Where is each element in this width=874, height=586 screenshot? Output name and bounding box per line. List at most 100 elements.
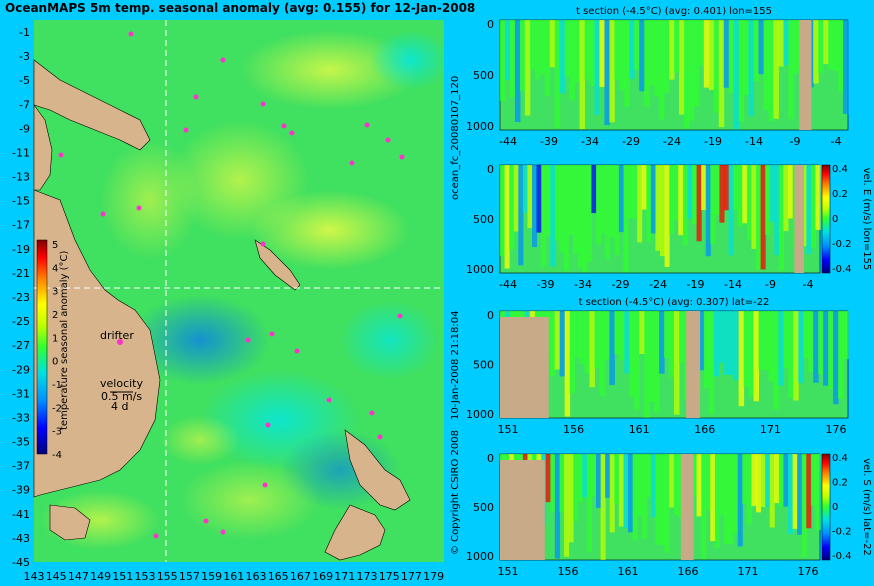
section-stripe — [713, 311, 720, 377]
velocity-value: 0.5 m/s — [101, 390, 142, 403]
map-lat-tick-label: -19 — [12, 243, 30, 256]
section-stripe — [738, 20, 745, 122]
section-stripe — [753, 311, 760, 402]
section-stripe — [669, 165, 675, 234]
map-lat-tick-label: -13 — [12, 171, 30, 184]
section-stripe — [541, 165, 547, 267]
section-mask — [500, 460, 545, 560]
section-x-tick-label: -39 — [537, 278, 555, 291]
section-stripe — [778, 454, 784, 508]
section-panel: 0 500 1000 151 156 161 166 171 176 0.4 0.2 0 -0.2 -0.… — [466, 452, 872, 578]
section-stripe — [678, 20, 685, 115]
section-stripe — [650, 165, 656, 234]
map-lat-tick-label: -11 — [12, 146, 30, 159]
section-stripe — [568, 165, 574, 236]
section-stripe — [568, 454, 574, 543]
section-stripe — [698, 20, 705, 66]
map-lon-tick-label: 157 — [179, 570, 200, 583]
section-stripe — [728, 20, 735, 94]
section-x-tick-label: 151 — [498, 565, 519, 578]
map-lon-tick-label: 165 — [268, 570, 289, 583]
section-mask — [500, 317, 549, 418]
section-stripe — [801, 454, 807, 558]
section-stripe — [599, 20, 605, 88]
map-lat-ticks: -1 -3 -5 -7 -9 -11 -13 -15 -17 -19 -21 -23 -25 -27 -29… — [12, 26, 30, 569]
section-stripe — [545, 165, 551, 236]
section-stripe — [539, 20, 546, 75]
section-stripe — [810, 165, 816, 248]
section-y-tick-label: 1000 — [466, 120, 494, 133]
section-y-tick-label: 1000 — [466, 550, 494, 563]
section-panel: t section (-4.5°C) (avg: 0.307) lat=-22 0… — [466, 297, 849, 436]
section-stripe — [703, 311, 710, 388]
section-colorbar-tick: -0.2 — [832, 239, 852, 250]
section-stripe — [746, 454, 752, 525]
section-stripe — [619, 20, 625, 91]
section-stripe — [843, 311, 849, 360]
section-stripe — [828, 311, 834, 390]
section-stripe — [637, 165, 643, 243]
section-stripe — [798, 311, 804, 383]
map-lat-tick-label: -43 — [12, 532, 30, 545]
map-lon-ticks: 143 145 147 149 151 153 155 157 159 161 163 165 167 1… — [24, 570, 445, 583]
section-colorbar-tick: 0.4 — [832, 453, 848, 464]
section-x-tick-label: -44 — [499, 135, 517, 148]
section-stripe — [728, 311, 735, 375]
section-stripe — [632, 165, 638, 220]
map-lon-tick-label: 175 — [379, 570, 400, 583]
section-stripe — [724, 165, 730, 211]
section-stripe — [801, 165, 807, 247]
section-colorbar-tick: 0 — [832, 502, 838, 513]
section-stripe — [669, 311, 675, 378]
section-stripe — [504, 165, 510, 269]
section-mask — [794, 165, 804, 273]
section-stripe — [609, 311, 615, 386]
section-stripe — [584, 311, 590, 374]
section-stripe — [719, 454, 725, 516]
section-stripe — [660, 454, 666, 546]
section-colorbar-tick: 0.2 — [832, 189, 848, 200]
section-stripe — [674, 20, 680, 73]
section-stripe — [760, 165, 766, 270]
section-stripe — [746, 165, 752, 241]
section-colorbar-label: vel. S (m/s) lat=-22 — [861, 458, 872, 556]
section-stripe — [763, 20, 769, 111]
section-x-tick-label: -14 — [745, 135, 763, 148]
section-stripe — [737, 454, 743, 547]
section-stripe — [509, 20, 516, 98]
section-stripe — [733, 311, 740, 381]
section-stripe — [823, 311, 829, 386]
section-stripe — [527, 165, 533, 228]
section-stripe — [564, 311, 571, 417]
map-lat-tick-label: -1 — [19, 26, 30, 39]
section-stripe — [803, 311, 809, 359]
section-stripe — [545, 454, 551, 503]
section-x-tick-label: -19 — [704, 135, 722, 148]
run-id-text: ocean_fc_20080107_120 — [450, 76, 461, 200]
map-lat-tick-label: -25 — [12, 315, 30, 328]
section-stripe — [549, 311, 556, 376]
section-mask — [686, 311, 701, 418]
velocity-days: 4 d — [111, 400, 128, 413]
map-lat-tick-label: -9 — [19, 122, 30, 135]
section-stripe — [577, 454, 583, 503]
section-stripe — [710, 454, 716, 542]
section-stripe — [778, 311, 784, 386]
section-stripe — [659, 311, 665, 374]
section-stripe — [646, 454, 652, 498]
section-stripe — [783, 165, 789, 232]
section-stripe — [788, 454, 794, 534]
section-stripe — [723, 20, 730, 88]
section-stripe — [569, 20, 576, 101]
section-stripe — [605, 165, 611, 259]
section-stripe — [628, 165, 634, 219]
map-lat-tick-label: -35 — [12, 436, 30, 449]
nz-south-island-land — [324, 504, 386, 561]
section-stripe — [708, 311, 715, 415]
section-stripe — [778, 165, 784, 271]
section-y-tick-label: 0 — [487, 452, 494, 465]
section-stripe — [591, 165, 597, 214]
section-colorbar-tick: -0.2 — [832, 527, 852, 538]
section-stripe — [614, 20, 620, 80]
